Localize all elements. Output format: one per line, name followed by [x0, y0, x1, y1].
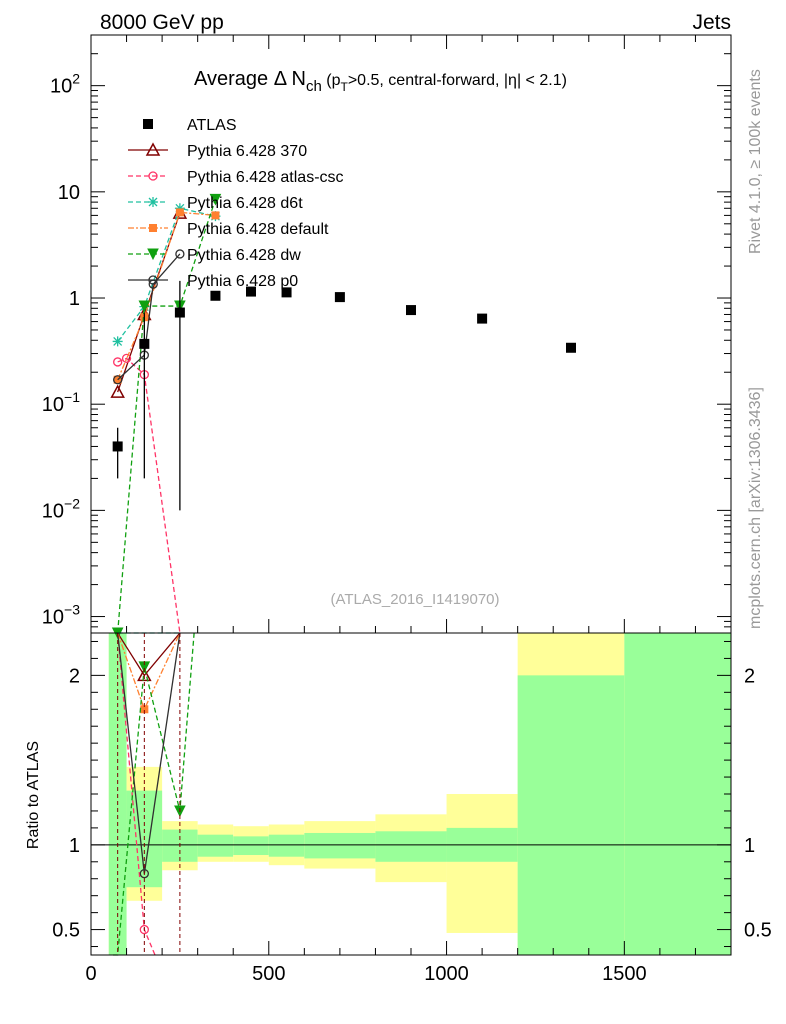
header-right: Jets [692, 11, 731, 34]
series-point [175, 208, 184, 217]
data-point [174, 307, 185, 318]
y-tick-label: 1 [69, 288, 80, 310]
band-inner [197, 834, 234, 857]
series-point [138, 300, 151, 313]
data-point [406, 305, 416, 316]
series-point [113, 375, 123, 385]
y-tick-label: 10 [58, 182, 80, 204]
legend-item: Pythia 6.428 atlas-csc [128, 169, 344, 186]
ratio-axes-ticks: 0.5 0.5 1 1 2 2 0 500 1000 1500 [52, 640, 772, 985]
band-inner [375, 831, 447, 862]
band-inner [268, 834, 305, 857]
header-left: 8000 GeV pp [100, 11, 224, 34]
ratio-point [140, 705, 149, 714]
analysis-watermark: (ATLAS_2016_I1419070) [330, 591, 499, 608]
ratio-y-tick-label-right: 0.5 [744, 920, 772, 942]
main-series-layer [110, 193, 576, 640]
series-point [112, 336, 123, 347]
title-sub-ch: ch [306, 78, 322, 95]
legend: ATLAS Pythia 6.428 370 Pythia 6.428 atlas-… [128, 117, 344, 290]
y-tick-label: 102 [50, 71, 80, 98]
legend-item: Pythia 6.428 p0 [128, 273, 298, 290]
x-tick-label: 1000 [424, 963, 469, 985]
x-tick-label: 1500 [602, 963, 647, 985]
ratio-plot-frame [90, 632, 732, 956]
data-point [334, 292, 345, 303]
series-line [117, 207, 216, 342]
band-inner [304, 832, 376, 859]
title-p2: >0.5, central-forward, |η| < 2.1) [348, 72, 567, 89]
ratio-series-pythia-6-428-370 [117, 632, 181, 682]
ratio-y-tick-label-right: 2 [744, 665, 755, 687]
data-point [477, 313, 488, 324]
series-point [211, 211, 220, 220]
series-line [117, 211, 216, 380]
legend-label: Pythia 6.428 d6t [187, 195, 303, 212]
title-delta: Δ N [274, 68, 306, 90]
legend-marker [149, 224, 157, 232]
title-main: Average [194, 68, 268, 90]
ratio-y-tick-label: 1 [69, 835, 80, 857]
band-inner [624, 633, 731, 955]
data-point [246, 286, 256, 297]
legend-marker [148, 275, 158, 285]
y-tick-label: 10−3 [42, 602, 80, 629]
series-point [121, 353, 132, 364]
legend-marker [148, 171, 158, 181]
ratio-point [139, 924, 149, 935]
y-tick-label: 10−1 [42, 389, 80, 416]
x-tick-label: 0 [85, 963, 96, 985]
main-axes-ticks: 10−3 10−2 10−1 1 10 102 [42, 34, 732, 634]
ratio-y-tick-label: 0.5 [52, 920, 80, 942]
data-point [210, 290, 221, 301]
series-point [174, 203, 185, 214]
legend-marker [143, 119, 153, 129]
chart-title: Average Δ Nch (pT>0.5, central-forward, … [194, 68, 567, 95]
data-point [139, 338, 150, 349]
y-tick-label: 10−2 [42, 495, 80, 522]
mcplots-label: mcplots.cern.ch [arXiv:1306.3436] [747, 387, 764, 629]
series-line [117, 253, 181, 381]
series-line [117, 199, 217, 634]
legend-label: Pythia 6.428 atlas-csc [187, 169, 344, 186]
band-outer [446, 794, 518, 933]
ratio-point [137, 667, 152, 682]
legend-marker [145, 142, 161, 156]
ratio-point [139, 869, 149, 879]
legend-marker [148, 197, 158, 207]
legend-label: Pythia 6.428 370 [187, 143, 307, 160]
series-point [209, 193, 222, 206]
title-p1: (p [322, 72, 341, 89]
legend-item: Pythia 6.428 dw [128, 247, 301, 264]
legend-item: Pythia 6.428 370 [128, 142, 307, 160]
ratio-y-label: Ratio to ATLAS [25, 741, 42, 849]
data-point [281, 287, 292, 298]
legend-marker [147, 248, 159, 261]
legend-label: ATLAS [187, 117, 237, 134]
legend-label: Pythia 6.428 dw [187, 247, 301, 264]
series-point [175, 249, 185, 259]
series-line [117, 357, 181, 634]
legend-label: Pythia 6.428 p0 [187, 273, 298, 290]
series-point [110, 384, 125, 398]
legend-label: Pythia 6.428 default [187, 221, 329, 238]
title-sub-t: T [340, 80, 348, 94]
legend-item: Pythia 6.428 d6t [128, 195, 303, 212]
ratio-y-tick-label: 2 [69, 665, 80, 687]
band-inner [517, 675, 625, 955]
ratio-series-pythia-6-428-default [117, 632, 181, 714]
ratio-y-tick-label-right: 1 [744, 835, 755, 857]
atlas-data [112, 280, 576, 511]
data-point [566, 342, 576, 353]
ratio-uncertainty-bands [91, 633, 731, 955]
legend-item-atlas: ATLAS [143, 117, 237, 134]
band-inner [233, 836, 269, 856]
legend-item: Pythia 6.428 default [128, 221, 329, 238]
series-point [113, 357, 123, 367]
data-point [112, 441, 123, 452]
rivet-label: Rivet 4.1.0, ≥ 100k events [747, 69, 764, 254]
x-tick-label: 500 [252, 963, 285, 985]
